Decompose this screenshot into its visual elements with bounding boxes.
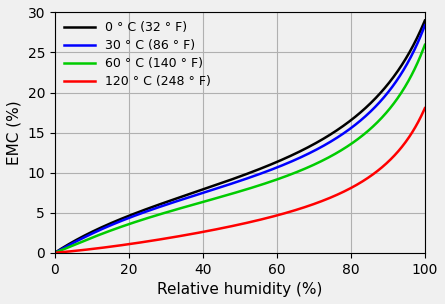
120 ° C (248 ° F) <box>413 124 419 128</box>
0 ° C (32 ° F) <box>52 251 57 255</box>
30 ° C (86 ° F) <box>356 121 361 124</box>
60 ° C (140 ° F) <box>252 185 258 188</box>
X-axis label: Relative humidity (%): Relative humidity (%) <box>157 282 323 297</box>
30 ° C (86 ° F) <box>228 182 233 186</box>
60 ° C (140 ° F) <box>356 137 361 141</box>
30 ° C (86 ° F) <box>230 181 235 185</box>
120 ° C (248 ° F) <box>356 182 361 186</box>
120 ° C (248 ° F) <box>52 251 57 255</box>
0 ° C (32 ° F) <box>230 177 235 181</box>
0 ° C (32 ° F) <box>228 178 233 182</box>
30 ° C (86 ° F) <box>252 174 258 178</box>
30 ° C (86 ° F) <box>272 166 278 170</box>
60 ° C (140 ° F) <box>413 64 419 68</box>
120 ° C (248 ° F) <box>252 219 258 223</box>
30 ° C (86 ° F) <box>422 23 428 27</box>
120 ° C (248 ° F) <box>228 225 233 228</box>
120 ° C (248 ° F) <box>272 214 278 218</box>
0 ° C (32 ° F) <box>272 161 278 164</box>
60 ° C (140 ° F) <box>230 192 235 195</box>
Line: 120 ° C (248 ° F): 120 ° C (248 ° F) <box>55 108 425 253</box>
0 ° C (32 ° F) <box>413 38 419 42</box>
Legend: 0 ° C (32 ° F), 30 ° C (86 ° F), 60 ° C (140 ° F), 120 ° C (248 ° F): 0 ° C (32 ° F), 30 ° C (86 ° F), 60 ° C … <box>59 16 216 93</box>
0 ° C (32 ° F) <box>252 169 258 173</box>
60 ° C (140 ° F) <box>422 43 428 47</box>
Y-axis label: EMC (%): EMC (%) <box>7 100 22 165</box>
120 ° C (248 ° F) <box>422 106 428 110</box>
30 ° C (86 ° F) <box>413 45 419 48</box>
Line: 0 ° C (32 ° F): 0 ° C (32 ° F) <box>55 21 425 253</box>
Line: 60 ° C (140 ° F): 60 ° C (140 ° F) <box>55 45 425 253</box>
60 ° C (140 ° F) <box>272 178 278 182</box>
30 ° C (86 ° F) <box>52 251 57 255</box>
Line: 30 ° C (86 ° F): 30 ° C (86 ° F) <box>55 25 425 253</box>
0 ° C (32 ° F) <box>422 19 428 22</box>
60 ° C (140 ° F) <box>228 192 233 196</box>
0 ° C (32 ° F) <box>356 112 361 116</box>
120 ° C (248 ° F) <box>230 224 235 228</box>
60 ° C (140 ° F) <box>52 251 57 255</box>
